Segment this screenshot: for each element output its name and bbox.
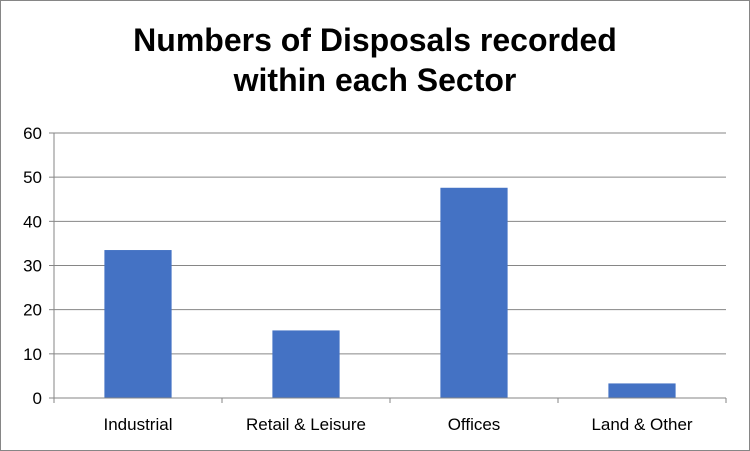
x-tick-label-industrial: Industrial: [104, 415, 173, 434]
y-tick-label-0: 0: [33, 389, 42, 408]
bar-industrial: [104, 250, 172, 398]
bars: [104, 187, 676, 398]
x-tick-label-offices: Offices: [448, 415, 501, 434]
x-tick-label-retail-leisure: Retail & Leisure: [246, 415, 366, 434]
y-tick-label-40: 40: [23, 212, 42, 231]
axes: [49, 132, 727, 403]
bar-retail-leisure: [272, 330, 340, 398]
y-tick-label-10: 10: [23, 345, 42, 364]
x-tick-label-land-other: Land & Other: [591, 415, 692, 434]
tick-labels: 0 10 20 30 40 50 60 Industrial Retail & Leisure O…: [23, 124, 693, 434]
y-tick-label-30: 30: [23, 257, 42, 276]
bar-land-other: [608, 383, 676, 398]
y-tick-label-60: 60: [23, 124, 42, 143]
chart-title: Numbers of Disposals recorded within eac…: [133, 22, 617, 98]
bar-offices: [440, 187, 508, 398]
y-tick-label-50: 50: [23, 168, 42, 187]
y-tick-label-20: 20: [23, 301, 42, 320]
